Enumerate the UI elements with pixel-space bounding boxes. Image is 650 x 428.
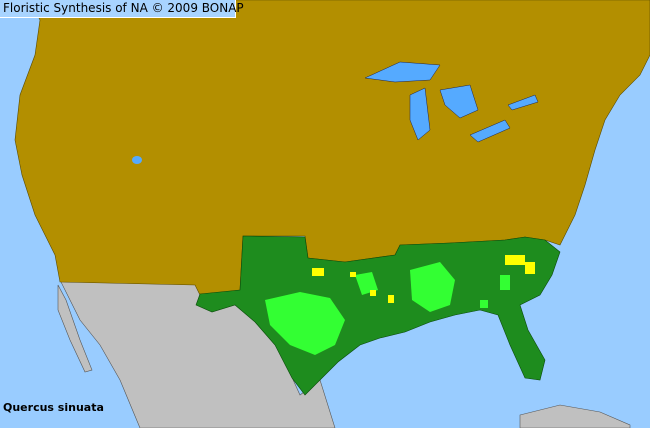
- species-label: Quercus sinuata: [3, 401, 104, 414]
- rare-counties: [312, 255, 535, 303]
- map-title: Floristic Synthesis of NA © 2009 BONAP: [0, 0, 244, 18]
- cuba: [519, 404, 631, 428]
- native-counties: [265, 262, 510, 355]
- native-state-region: [195, 235, 561, 396]
- great-salt-lake: [132, 156, 142, 164]
- great-lakes: [364, 61, 539, 143]
- baja-peninsula: [57, 284, 93, 373]
